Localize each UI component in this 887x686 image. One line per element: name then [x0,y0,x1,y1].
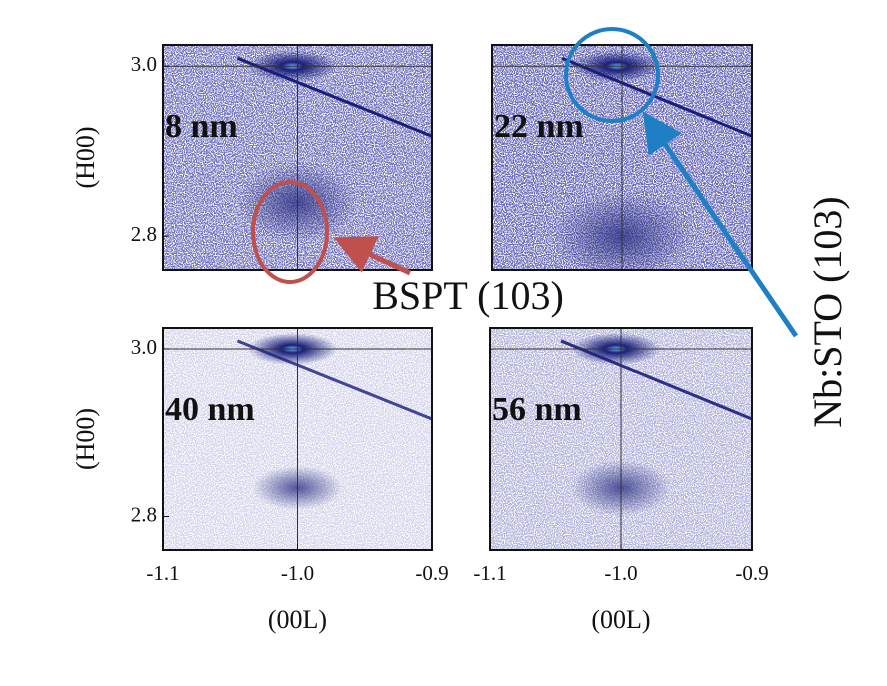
x-tick-label: -1.0 [604,561,637,585]
nbsto-arrow [642,111,799,338]
nbsto-marker [564,27,660,123]
y-axis-label: (H00) [71,126,100,188]
plot-area [490,328,752,550]
x-tick-label: -0.9 [735,561,768,585]
x-tick-label: -1.0 [281,561,314,585]
panel-label: 40 nm [165,391,255,428]
y-tick-label: 2.8 [131,502,157,526]
bspt-arrow [333,236,412,276]
panel-label: 22 nm [494,108,584,145]
frame [162,44,433,271]
panel: 22 nm [491,44,753,271]
y-tick-label: 3.0 [131,335,157,359]
bspt-marker [251,180,329,284]
x-tick-label: -0.9 [415,561,448,585]
plot-area [492,45,752,270]
panel: 40 nm 2.8 3.0 -1.1 -1.0 -0.9 (H00) (00L) [71,327,449,634]
panel-label: 56 nm [492,391,582,428]
bspt-label: BSPT (103) [372,273,564,318]
y-axis-label: (H00) [71,408,100,470]
x-axis-label: (00L) [591,605,650,634]
x-tick-label: -1.1 [473,561,506,585]
nbsto-label: Nb:STO (103) [805,196,850,427]
plot-area [163,45,432,270]
panel-label: 8 nm [165,108,238,145]
x-axis-label: (00L) [268,605,327,634]
x-tick-label: -1.1 [146,561,179,585]
panel: 8 nm 2.8 3.0 (H00) [71,44,433,271]
panel: 56 nm -1.1 -1.0 -0.9 (00L) [473,327,769,634]
plot-area [163,328,432,550]
y-tick-label: 3.0 [131,52,157,76]
frame [491,44,753,271]
y-tick-label: 2.8 [131,222,157,246]
panels: 8 nm 2.8 3.0 (H00) 22 nm 40 nm 2.8 3.0 -1.1 -1.0 -… [71,44,769,634]
